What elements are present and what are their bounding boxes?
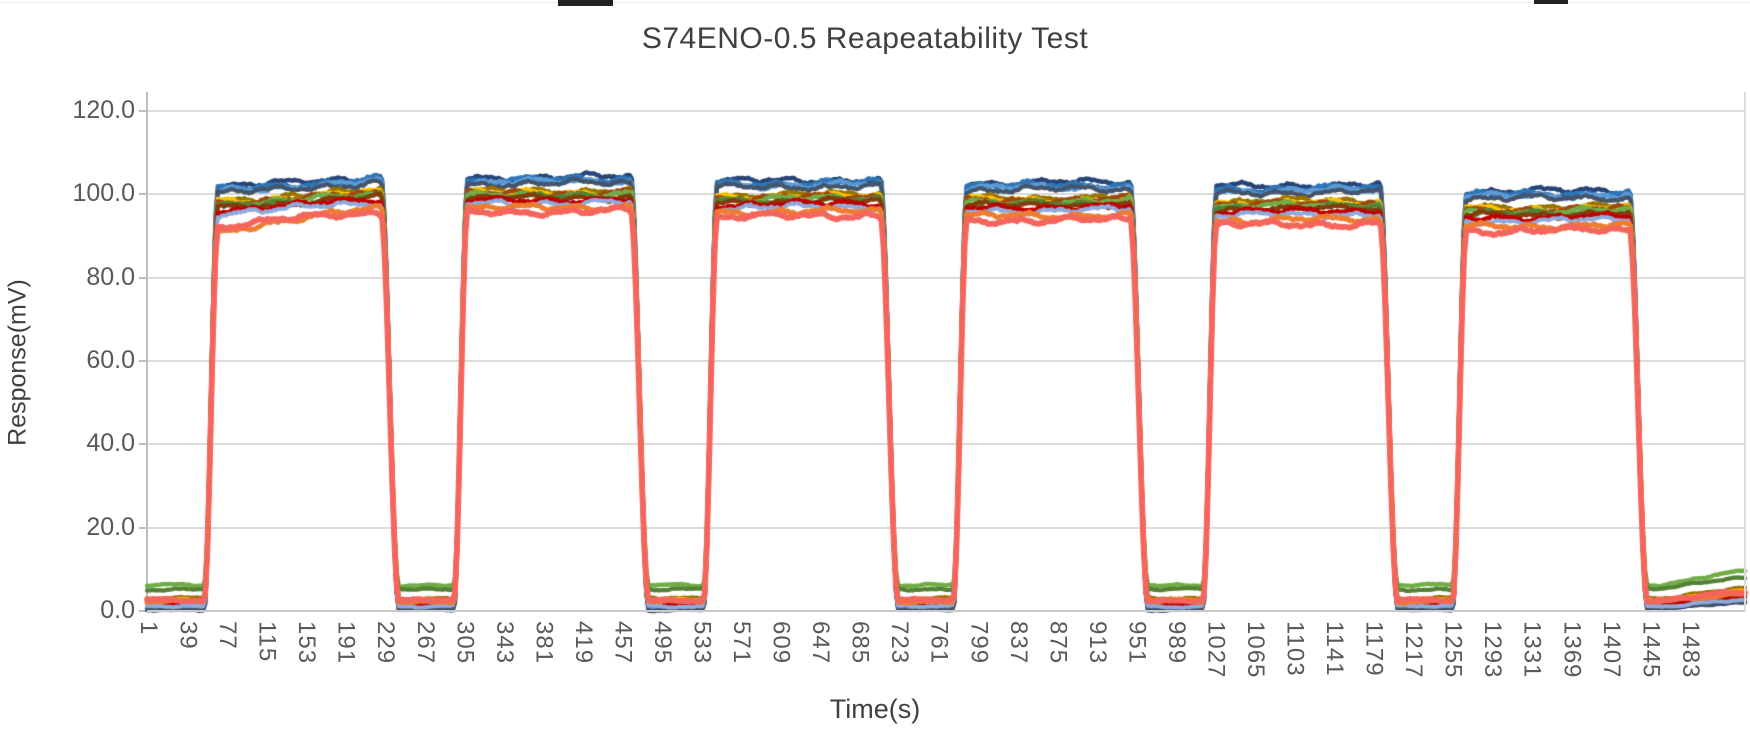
x-tick-label: 419 xyxy=(569,621,597,665)
x-tick-label: 77 xyxy=(214,621,242,650)
x-tick-label: 799 xyxy=(965,621,993,665)
x-tick-label: 1 xyxy=(135,621,163,636)
x-tick-label: 1445 xyxy=(1637,621,1665,679)
x-tick-label: 457 xyxy=(609,621,637,665)
x-tick-label: 685 xyxy=(846,621,874,665)
x-tick-label: 609 xyxy=(767,621,795,665)
x-tick-label: 343 xyxy=(490,621,518,665)
x-tick-label: 1065 xyxy=(1241,621,1269,679)
x-tick-label: 1483 xyxy=(1676,621,1704,679)
x-tick-label: 1331 xyxy=(1518,621,1546,679)
x-tick-label: 571 xyxy=(728,621,756,665)
x-tick-label: 951 xyxy=(1123,621,1151,665)
x-tick-label: 1255 xyxy=(1439,621,1467,679)
x-tick-label: 229 xyxy=(372,621,400,665)
x-tick-label: 647 xyxy=(807,621,835,665)
x-tick-label: 761 xyxy=(925,621,953,665)
x-tick-label: 875 xyxy=(1044,621,1072,665)
x-axis-line xyxy=(147,610,1745,612)
x-tick-label: 1217 xyxy=(1400,621,1428,679)
x-tick-label: 267 xyxy=(411,621,439,665)
x-tick-label: 1369 xyxy=(1558,621,1586,679)
x-tick-label: 153 xyxy=(293,621,321,665)
x-tick-label: 381 xyxy=(530,621,558,665)
x-tick-label: 1027 xyxy=(1202,621,1230,679)
x-tick-label: 1141 xyxy=(1321,621,1349,677)
x-tick-label: 723 xyxy=(886,621,914,665)
x-tick-label: 1407 xyxy=(1597,621,1625,679)
x-tick-label: 989 xyxy=(1162,621,1190,665)
x-tick-label: 39 xyxy=(174,621,202,650)
x-tick-label: 1103 xyxy=(1281,621,1309,677)
x-tick-label: 1293 xyxy=(1479,621,1507,679)
x-tick-label: 913 xyxy=(1083,621,1111,665)
x-tick-label: 191 xyxy=(332,621,360,665)
plot-right-border xyxy=(1744,92,1746,612)
x-tick-label: 495 xyxy=(648,621,676,665)
x-tick-label: 115 xyxy=(253,621,281,663)
x-tick-label: 1179 xyxy=(1360,621,1388,677)
x-tick-label: 533 xyxy=(688,621,716,665)
x-tick-label: 305 xyxy=(451,621,479,665)
x-tick-label: 837 xyxy=(1004,621,1032,665)
